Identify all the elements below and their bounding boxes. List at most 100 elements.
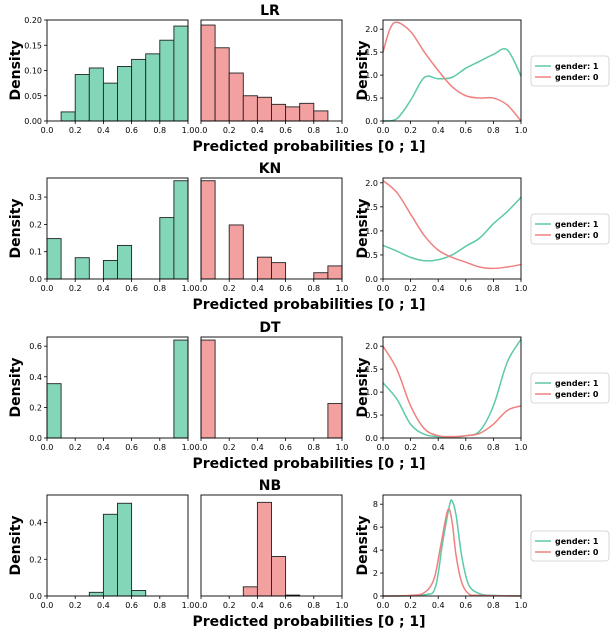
panel-kn: KN Density Density Predicted probabilities … — [8, 161, 610, 313]
y-tick-label: 0.0 — [29, 434, 42, 443]
x-tick-label: 0.8 — [153, 284, 166, 293]
hist-gender1: 0.0 0.2 0.4 0.6 0.8 1.0 0.00 0.05 0.10 0.15 0.20 — [24, 16, 194, 135]
hist-gender1: 0.0 0.2 0.4 0.6 0.8 1.0 0.0 0.1 0.2 0.3 — [29, 177, 194, 293]
y-tick-label: 0 — [373, 592, 378, 601]
legend: gender: 1 gender: 0 — [530, 372, 610, 404]
hist-bar — [242, 586, 258, 597]
x-tick-label: 0.8 — [153, 443, 166, 452]
hist-gender0: 0.0 0.2 0.4 0.6 0.8 1.0 — [195, 19, 349, 135]
y-tick-label: 0.2 — [29, 555, 42, 564]
axes-frame — [200, 494, 343, 597]
y-tick-label: 0.5 — [365, 94, 378, 103]
kde-plot: 0.0 0.2 0.4 0.6 0.8 1.0 0.0 0.5 1.0 1.5 2.0 — [365, 19, 527, 135]
x-tick-label: 0.0 — [41, 284, 54, 293]
x-tick-label: 0.4 — [432, 126, 445, 135]
x-tick-label: 1.0 — [336, 443, 349, 452]
x-tick-label: 1.0 — [336, 126, 349, 135]
legend: gender: 1 gender: 0 — [530, 213, 610, 245]
hist-bar — [271, 103, 287, 122]
hist-bar — [200, 339, 216, 439]
x-tick-label: 0.2 — [223, 601, 236, 610]
y-tick-label: 0.0 — [29, 592, 42, 601]
legend-label: gender: 0 — [555, 390, 599, 399]
x-tick-label: 0.6 — [125, 284, 138, 293]
y-axis-label-kde: Density — [355, 198, 371, 258]
hist-bar — [313, 110, 329, 122]
x-tick-label: 0.8 — [487, 601, 500, 610]
y-tick-label: 0.0 — [365, 275, 378, 284]
panel-nb: NB Density Density Predicted probabilities … — [8, 478, 610, 630]
hist-bar — [173, 339, 189, 439]
hist-bar — [200, 180, 216, 280]
kde-line-gender-1 — [382, 499, 522, 597]
y-tick-label: 1.0 — [365, 388, 378, 397]
hist-bar — [88, 591, 104, 597]
x-tick-label: 0.6 — [459, 443, 472, 452]
x-axis-label: Predicted probabilities [0 ; 1] — [192, 139, 425, 155]
x-tick-label: 0.6 — [279, 284, 292, 293]
x-tick-label: 0.2 — [404, 284, 417, 293]
x-tick-label: 1.0 — [515, 601, 528, 610]
hist-bar — [117, 244, 133, 280]
x-tick-label: 1.0 — [182, 443, 195, 452]
y-tick-label: 0.05 — [24, 92, 42, 101]
x-tick-label: 0.8 — [307, 284, 320, 293]
y-tick-label: 0.0 — [29, 275, 42, 284]
y-tick-label: 0.6 — [29, 342, 42, 351]
y-tick-label: 0.15 — [24, 41, 42, 50]
legend-label: gender: 1 — [555, 220, 599, 229]
hist-gender0: 0.0 0.2 0.4 0.6 0.8 1.0 — [195, 177, 348, 293]
x-tick-label: 1.0 — [336, 601, 349, 610]
y-tick-label: 0.0 — [365, 117, 378, 126]
hist-bar — [256, 256, 272, 280]
hist-bar — [131, 58, 147, 122]
hist-bar — [327, 265, 343, 280]
x-tick-label: 0.6 — [459, 601, 472, 610]
x-tick-label: 0.8 — [487, 443, 500, 452]
y-tick-label: 0.5 — [365, 411, 378, 420]
hist-bar — [228, 72, 244, 122]
hist-bar — [299, 102, 315, 122]
hist-gender0: 0.0 0.2 0.4 0.6 0.8 1.0 — [195, 336, 349, 452]
hist-bar — [173, 180, 189, 280]
panel-lr: LR Density Density Predicted probabilities … — [8, 3, 610, 155]
x-axis-label: Predicted probabilities [0 ; 1] — [192, 614, 425, 630]
x-tick-label: 1.0 — [182, 126, 195, 135]
hist-bar — [60, 111, 76, 122]
x-tick-label: 0.0 — [41, 601, 54, 610]
x-tick-label: 0.4 — [97, 126, 110, 135]
x-tick-label: 0.2 — [69, 443, 82, 452]
x-tick-label: 0.4 — [432, 601, 445, 610]
y-tick-label: 2.0 — [365, 342, 378, 351]
y-axis-label-kde: Density — [355, 40, 371, 100]
legend: gender: 1 gender: 0 — [530, 55, 610, 87]
axes-frame — [382, 336, 522, 439]
x-tick-label: 0.2 — [223, 126, 236, 135]
x-tick-label: 1.0 — [515, 443, 528, 452]
x-tick-label: 0.2 — [404, 601, 417, 610]
axes-frame — [382, 19, 522, 122]
y-axis-label-kde: Density — [355, 357, 371, 417]
hist-bar — [173, 25, 189, 122]
x-tick-label: 0.8 — [153, 601, 166, 610]
panel-title: DT — [259, 320, 281, 336]
y-tick-label: 6 — [373, 523, 378, 532]
hist-bar — [145, 53, 161, 122]
axes-frame — [46, 336, 189, 439]
hist-bar — [256, 96, 272, 122]
hist-bar — [285, 106, 301, 122]
hist-bar — [117, 66, 133, 122]
hist-gender1: 0.0 0.2 0.4 0.6 0.8 1.0 0.0 0.2 0.4 — [29, 494, 194, 610]
hist-bar — [256, 501, 272, 597]
legend-label: gender: 0 — [555, 231, 599, 240]
kde-plot: 0.0 0.2 0.4 0.6 0.8 1.0 0.0 0.5 1.0 1.5 2.0 — [365, 336, 528, 452]
axes-frame — [46, 494, 189, 597]
axes-frame — [382, 177, 522, 280]
x-tick-label: 0.6 — [279, 443, 292, 452]
x-tick-label: 0.4 — [251, 284, 264, 293]
hist-gender1: 0.0 0.2 0.4 0.6 0.8 1.0 0.0 0.2 0.4 0.6 — [29, 336, 195, 452]
y-tick-label: 1.0 — [365, 71, 378, 80]
hist-bar — [242, 95, 258, 122]
x-tick-label: 0.0 — [377, 601, 390, 610]
